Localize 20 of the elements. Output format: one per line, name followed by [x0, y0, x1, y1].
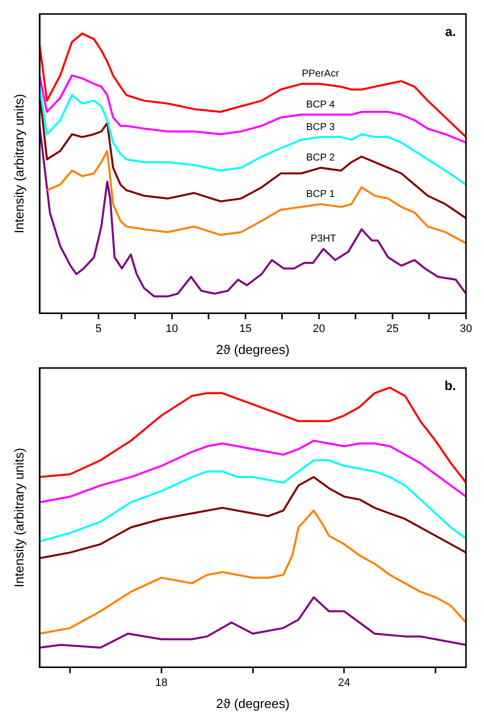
x-tick-label: 20 — [312, 322, 326, 335]
annotation: a. — [445, 24, 456, 40]
series-label: BCP 3 — [306, 122, 336, 133]
y-axis-title: Intensity (arbitrary units) — [11, 448, 26, 588]
x-tick-label: 5 — [95, 322, 102, 335]
x-axis-title: 2ϑ (degrees) — [216, 696, 290, 711]
series-label: BCP 2 — [306, 152, 336, 164]
x-tick-label: 15 — [239, 322, 252, 335]
series-label: PPerAcr — [302, 68, 340, 80]
x-tick-label: 18 — [155, 676, 168, 689]
x-tick-label: 25 — [386, 322, 399, 335]
x-tick-label: 24 — [338, 676, 350, 689]
x-axis-title: 2ϑ (degrees) — [216, 342, 290, 357]
series-label: BCP 4 — [306, 99, 336, 110]
series-label: BCP 1 — [306, 188, 336, 200]
y-axis-title: Intensity (arbitrary units) — [11, 94, 26, 234]
series-label: P3HT — [310, 234, 336, 245]
x-tick-label: 30 — [460, 322, 472, 335]
annotation: b. — [444, 378, 456, 394]
x-tick-label: 10 — [166, 322, 178, 335]
